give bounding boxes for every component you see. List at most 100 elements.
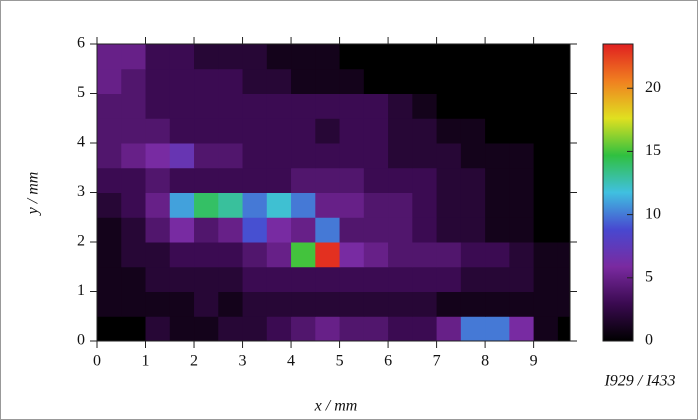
heat-cell	[315, 118, 341, 144]
heat-cell	[315, 68, 341, 94]
heat-cell	[363, 93, 389, 119]
heat-cell	[485, 93, 510, 119]
heat-cell	[436, 118, 462, 144]
heat-cell	[412, 291, 438, 317]
heat-cell	[485, 44, 510, 70]
colorbar-label: I929 / I433	[603, 373, 675, 390]
x-tick-label: 9	[530, 353, 538, 370]
heat-cell	[194, 167, 219, 193]
heat-cell	[242, 167, 268, 193]
heat-cell	[218, 167, 244, 193]
colorbar-tick-label: 15	[645, 142, 661, 159]
heat-cell	[388, 143, 413, 169]
heat-cell	[121, 143, 147, 169]
heat-cell	[145, 266, 171, 292]
heat-cell	[557, 93, 570, 119]
heat-cell	[97, 44, 122, 70]
y-tick-label: 5	[77, 84, 85, 101]
heat-cell	[291, 68, 316, 94]
heat-cell	[460, 143, 486, 169]
heat-cell	[460, 192, 486, 218]
heat-cell	[97, 118, 122, 144]
y-axis-label: y / mm	[25, 172, 42, 217]
heat-cell	[509, 217, 535, 243]
heat-cell	[363, 192, 389, 218]
heat-cell	[557, 316, 570, 341]
heat-cell	[509, 143, 535, 169]
heat-cell	[485, 68, 510, 94]
colorbar	[602, 43, 634, 342]
heat-cell	[266, 192, 292, 218]
x-tick-label: 6	[384, 353, 392, 370]
heat-cell	[436, 242, 462, 268]
heat-cell	[509, 192, 535, 218]
heat-cell	[412, 316, 438, 341]
heat-cell	[194, 242, 219, 268]
heat-cell	[266, 44, 292, 70]
heat-cell	[436, 217, 462, 243]
heat-cell	[339, 192, 365, 218]
heat-cell	[557, 217, 570, 243]
heat-cell	[315, 266, 341, 292]
heat-cell	[291, 217, 316, 243]
heat-cell	[194, 266, 219, 292]
heat-cell	[339, 143, 365, 169]
heat-cell	[169, 118, 195, 144]
heat-cell	[339, 242, 365, 268]
heat-cell	[460, 44, 486, 70]
heat-cell	[363, 143, 389, 169]
heat-cell	[121, 192, 147, 218]
heat-cell	[485, 291, 510, 317]
heat-cell	[242, 217, 268, 243]
heat-cell	[121, 266, 147, 292]
heat-cell	[218, 192, 244, 218]
heat-cell	[97, 242, 122, 268]
heat-cell	[460, 291, 486, 317]
heat-cell	[194, 316, 219, 341]
heat-cell	[509, 291, 535, 317]
x-tick-label: 2	[190, 353, 198, 370]
heat-cell	[388, 242, 413, 268]
heat-cell	[242, 93, 268, 119]
heat-cell	[242, 266, 268, 292]
heat-cell	[266, 143, 292, 169]
heat-cell	[145, 217, 171, 243]
heat-cell	[363, 266, 389, 292]
heat-cell	[169, 192, 195, 218]
heat-cell	[97, 192, 122, 218]
heat-cell	[121, 167, 147, 193]
heat-cell	[388, 291, 413, 317]
heat-cell	[412, 192, 438, 218]
heatmap	[97, 44, 570, 341]
heat-cell	[194, 44, 219, 70]
heat-cell	[485, 316, 510, 341]
heat-cell	[412, 143, 438, 169]
heat-cell	[242, 68, 268, 94]
heat-cell	[291, 291, 316, 317]
heat-cell	[121, 68, 147, 94]
heat-cell	[266, 93, 292, 119]
heat-cell	[194, 93, 219, 119]
heat-cell	[145, 291, 171, 317]
heat-cell	[121, 118, 147, 144]
heat-cell	[557, 242, 570, 268]
heat-cell	[266, 242, 292, 268]
heat-cell	[339, 217, 365, 243]
heat-cell	[339, 167, 365, 193]
heat-cell	[533, 68, 559, 94]
heat-cell	[412, 217, 438, 243]
heat-cell	[315, 192, 341, 218]
heat-cell	[460, 93, 486, 119]
heat-cell	[412, 44, 438, 70]
heat-cell	[436, 44, 462, 70]
heat-cell	[145, 316, 171, 341]
heat-cell	[363, 167, 389, 193]
x-tick-label: 7	[433, 353, 441, 370]
heat-cell	[412, 167, 438, 193]
heat-cell	[97, 266, 122, 292]
heat-cell	[412, 242, 438, 268]
heat-cell	[412, 68, 438, 94]
heat-cell	[557, 167, 570, 193]
heat-cell	[509, 44, 535, 70]
heat-cell	[363, 316, 389, 341]
